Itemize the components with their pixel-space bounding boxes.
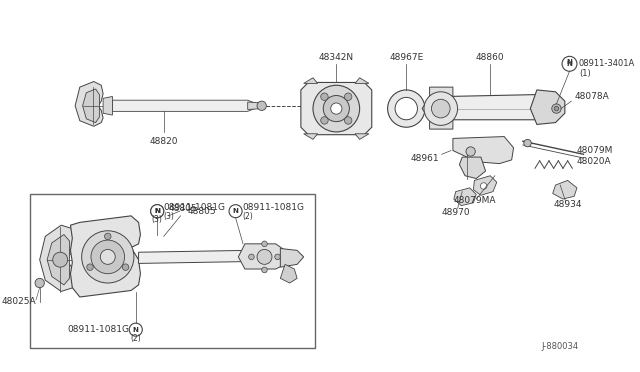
Polygon shape xyxy=(448,94,551,120)
Polygon shape xyxy=(280,248,303,267)
Circle shape xyxy=(321,117,328,124)
Circle shape xyxy=(257,250,272,264)
Circle shape xyxy=(248,254,254,260)
Text: J-880034: J-880034 xyxy=(541,342,579,351)
Text: (2): (2) xyxy=(242,212,253,221)
Text: 08911-1081G: 08911-1081G xyxy=(67,325,129,334)
Text: 48970: 48970 xyxy=(442,208,470,217)
Text: (1): (1) xyxy=(579,68,591,78)
Text: 48805: 48805 xyxy=(187,207,216,216)
Polygon shape xyxy=(474,176,497,195)
Circle shape xyxy=(321,93,328,100)
Text: 08911-3401A: 08911-3401A xyxy=(579,59,635,68)
Text: 48961: 48961 xyxy=(410,154,439,163)
Text: N: N xyxy=(154,208,160,214)
Polygon shape xyxy=(460,157,486,179)
Circle shape xyxy=(35,278,44,288)
Circle shape xyxy=(331,103,342,114)
Circle shape xyxy=(481,183,487,189)
Circle shape xyxy=(275,254,280,260)
Circle shape xyxy=(100,250,115,264)
Circle shape xyxy=(82,231,134,283)
Polygon shape xyxy=(83,89,99,122)
Text: (3): (3) xyxy=(164,212,175,221)
Polygon shape xyxy=(355,134,369,140)
Polygon shape xyxy=(70,216,140,297)
Circle shape xyxy=(344,117,352,124)
Text: 48820: 48820 xyxy=(150,137,178,146)
Circle shape xyxy=(262,267,268,273)
Text: 48079MA: 48079MA xyxy=(453,196,495,205)
Circle shape xyxy=(431,99,450,118)
Circle shape xyxy=(87,264,93,270)
Text: 48805: 48805 xyxy=(168,204,196,213)
Circle shape xyxy=(466,147,476,156)
Polygon shape xyxy=(75,81,103,126)
Text: 48078A: 48078A xyxy=(574,92,609,101)
Polygon shape xyxy=(113,100,257,111)
Circle shape xyxy=(91,240,125,274)
Circle shape xyxy=(257,101,266,110)
Polygon shape xyxy=(139,250,254,263)
Polygon shape xyxy=(103,96,113,115)
Circle shape xyxy=(562,56,577,71)
Text: 48079M: 48079M xyxy=(577,146,613,155)
Polygon shape xyxy=(553,180,577,199)
Text: 48342N: 48342N xyxy=(319,53,354,62)
Circle shape xyxy=(262,241,268,247)
Text: N: N xyxy=(566,61,572,67)
Text: 48934: 48934 xyxy=(554,200,582,209)
Text: (3): (3) xyxy=(152,215,163,224)
Text: 48020A: 48020A xyxy=(577,157,612,166)
Polygon shape xyxy=(238,244,290,269)
Polygon shape xyxy=(280,264,297,283)
Text: (2): (2) xyxy=(131,334,141,343)
Circle shape xyxy=(313,85,360,132)
Circle shape xyxy=(122,264,129,270)
Circle shape xyxy=(150,205,164,218)
Polygon shape xyxy=(248,102,266,109)
Circle shape xyxy=(150,205,164,218)
Circle shape xyxy=(229,205,242,218)
Circle shape xyxy=(554,106,559,111)
Polygon shape xyxy=(40,225,77,291)
Polygon shape xyxy=(453,137,513,164)
Text: 08911-1081G: 08911-1081G xyxy=(242,203,304,212)
Text: N: N xyxy=(232,208,239,214)
Polygon shape xyxy=(303,134,317,140)
Polygon shape xyxy=(531,90,565,125)
Circle shape xyxy=(524,140,531,147)
Circle shape xyxy=(323,96,349,122)
Text: 48025A: 48025A xyxy=(1,297,36,306)
Circle shape xyxy=(104,233,111,240)
Circle shape xyxy=(552,104,561,113)
Polygon shape xyxy=(422,87,453,129)
Polygon shape xyxy=(454,188,476,206)
Polygon shape xyxy=(47,234,70,285)
Circle shape xyxy=(424,92,458,125)
Polygon shape xyxy=(303,78,317,83)
Text: 48860: 48860 xyxy=(476,53,504,62)
Circle shape xyxy=(344,93,352,100)
Text: 08911-1081G: 08911-1081G xyxy=(164,203,226,212)
Bar xyxy=(30,195,315,348)
Text: N: N xyxy=(154,208,160,214)
Circle shape xyxy=(388,90,425,127)
Polygon shape xyxy=(301,83,372,135)
Circle shape xyxy=(52,252,68,267)
Text: N: N xyxy=(133,327,139,333)
Text: 48967E: 48967E xyxy=(389,53,424,62)
Circle shape xyxy=(395,97,417,120)
Circle shape xyxy=(129,323,142,336)
Polygon shape xyxy=(355,78,369,83)
Text: N: N xyxy=(566,59,572,65)
